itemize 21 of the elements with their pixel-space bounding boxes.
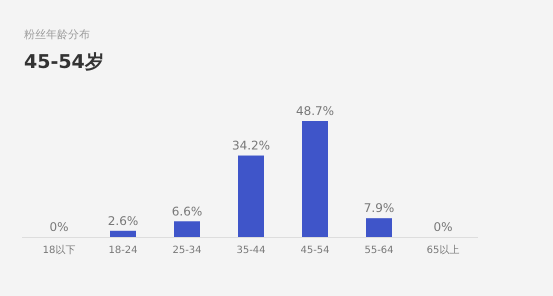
data-label: 0% [433,220,453,234]
x-tick-label: 35-44 [236,245,266,256]
bar [302,121,328,237]
x-tick-label: 18-24 [108,245,138,256]
x-tick-label: 25-34 [172,245,202,256]
data-label: 0% [49,220,69,234]
data-label: 2.6% [108,214,138,228]
chart-subtitle: 45-54岁 [24,51,104,73]
x-tick-label: 45-54 [300,245,330,256]
x-tick-label: 55-64 [364,245,394,256]
data-label: 34.2% [232,138,270,153]
x-tick-label: 18以下 [42,244,76,256]
bar [110,230,136,237]
data-label: 7.9% [364,201,394,216]
bar [238,156,264,237]
data-label: 6.6% [172,204,202,218]
bar [366,218,392,237]
bar [174,221,200,237]
data-label: 48.7% [296,104,334,118]
x-tick-label: 65以上 [426,244,460,256]
chart-title: 粉丝年龄分布 [24,28,90,41]
